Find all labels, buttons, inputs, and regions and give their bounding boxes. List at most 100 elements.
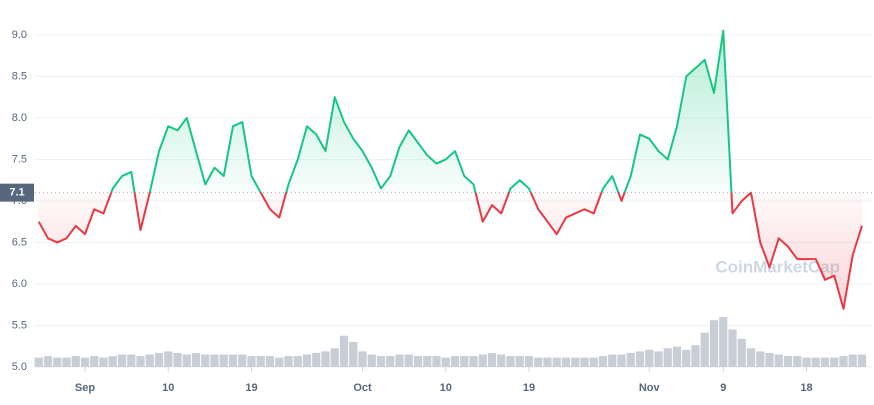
y-tick-label: 6.0: [12, 278, 27, 290]
volume-bar: [256, 356, 265, 367]
volume-bar: [820, 357, 830, 367]
volume-bar: [469, 356, 478, 367]
volume-bar: [700, 332, 709, 367]
volume-bar: [450, 356, 460, 367]
x-tick-label: Oct: [353, 382, 372, 394]
volume-bar: [497, 354, 506, 367]
x-tick-label: 18: [800, 382, 812, 394]
volume-bar: [80, 357, 90, 367]
x-tick-label: 10: [162, 382, 174, 394]
volume-bar: [515, 356, 524, 367]
volume-bar: [34, 357, 43, 367]
volume-bar: [571, 357, 580, 367]
baseline-label-box: [0, 183, 34, 202]
volume-bar: [534, 357, 543, 367]
volume-bar: [53, 357, 62, 367]
price-area: [38, 30, 862, 309]
volume-bar: [293, 356, 302, 367]
volume-bar: [154, 352, 164, 367]
volume-bar: [506, 356, 515, 367]
volume-bar: [164, 351, 173, 367]
volume-bar: [71, 356, 80, 367]
volume-bar: [645, 349, 654, 367]
volume-bar: [173, 352, 182, 367]
volume-bar: [99, 357, 108, 367]
volume-bar: [127, 354, 136, 367]
volume-bar: [709, 320, 719, 367]
volume-bar: [774, 354, 783, 367]
x-tick-label: 19: [523, 382, 535, 394]
volume-bar: [182, 354, 191, 367]
y-tick-label: 5.0: [12, 361, 27, 373]
volume-bar: [608, 354, 617, 367]
volume-bar: [284, 356, 293, 367]
volume-bar: [552, 357, 561, 367]
y-tick-label: 9.0: [12, 29, 27, 41]
volume-bar: [219, 354, 228, 367]
volume-bar: [441, 357, 450, 367]
x-tick-label: 9: [720, 382, 726, 394]
volume-bar: [339, 335, 349, 367]
volume-bar: [857, 354, 867, 367]
volume-bar: [487, 352, 497, 367]
volume-bar: [737, 338, 746, 367]
volume-bar: [682, 349, 691, 367]
volume-bar: [589, 357, 598, 367]
volume-bar: [117, 354, 127, 367]
volume-bar: [395, 354, 404, 367]
volume-bar: [478, 354, 487, 367]
volume-bar: [719, 317, 728, 367]
y-tick-label: 8.0: [12, 112, 27, 124]
volume-bar: [376, 356, 386, 367]
volume-bar: [247, 356, 256, 367]
volume-bar: [136, 356, 145, 367]
volume-bar: [367, 354, 376, 367]
volume-bar: [654, 351, 663, 367]
x-tick-label: 19: [245, 382, 257, 394]
volume-bar: [460, 356, 469, 367]
volume-bar: [617, 354, 626, 367]
price-line: [37, 29, 863, 310]
volume-bar: [839, 356, 848, 367]
volume-bar: [728, 329, 737, 367]
volume-bar: [598, 356, 608, 367]
volume-bar: [811, 357, 820, 367]
x-tick-label: Nov: [639, 382, 661, 394]
volume-bar: [432, 356, 441, 367]
volume-bar: [663, 348, 672, 367]
volume-bar: [62, 357, 71, 367]
volume-bar: [561, 357, 571, 367]
x-tick-label: 10: [440, 382, 452, 394]
volume-bar: [210, 354, 219, 367]
volume-bar: [358, 351, 367, 367]
volume-bar: [830, 357, 839, 367]
volume-bar: [238, 354, 247, 367]
volume-bar: [765, 352, 774, 367]
y-tick-label: 5.5: [12, 319, 27, 331]
volume-bar: [413, 356, 423, 367]
y-tick-label: 8.5: [12, 70, 27, 82]
watermark: CoinMarketCap: [715, 257, 840, 276]
y-tick-label: 6.5: [12, 236, 27, 248]
volume-bar: [746, 348, 756, 367]
volume-bar: [90, 356, 99, 367]
volume-bar: [580, 357, 589, 367]
volume-bar: [626, 352, 635, 367]
volume-bar: [386, 356, 395, 367]
volume-bar: [275, 357, 284, 367]
volume-bar: [43, 356, 53, 367]
volume-bar: [423, 356, 432, 367]
volume-bar: [330, 348, 339, 367]
volume-bar: [848, 354, 857, 367]
volume-bar: [783, 356, 793, 367]
volume-bar: [108, 356, 117, 367]
volume-bar: [321, 351, 330, 367]
volume-bar: [228, 354, 238, 367]
y-tick-label: 7.5: [12, 153, 27, 165]
volume-bar: [543, 357, 552, 367]
x-tick-label: Sep: [75, 382, 95, 394]
volume-bar: [302, 354, 312, 367]
volume-bar: [524, 356, 534, 367]
volume-bar: [145, 354, 154, 367]
